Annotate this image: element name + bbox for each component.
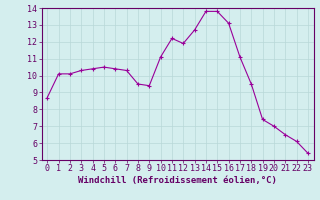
X-axis label: Windchill (Refroidissement éolien,°C): Windchill (Refroidissement éolien,°C) bbox=[78, 176, 277, 185]
